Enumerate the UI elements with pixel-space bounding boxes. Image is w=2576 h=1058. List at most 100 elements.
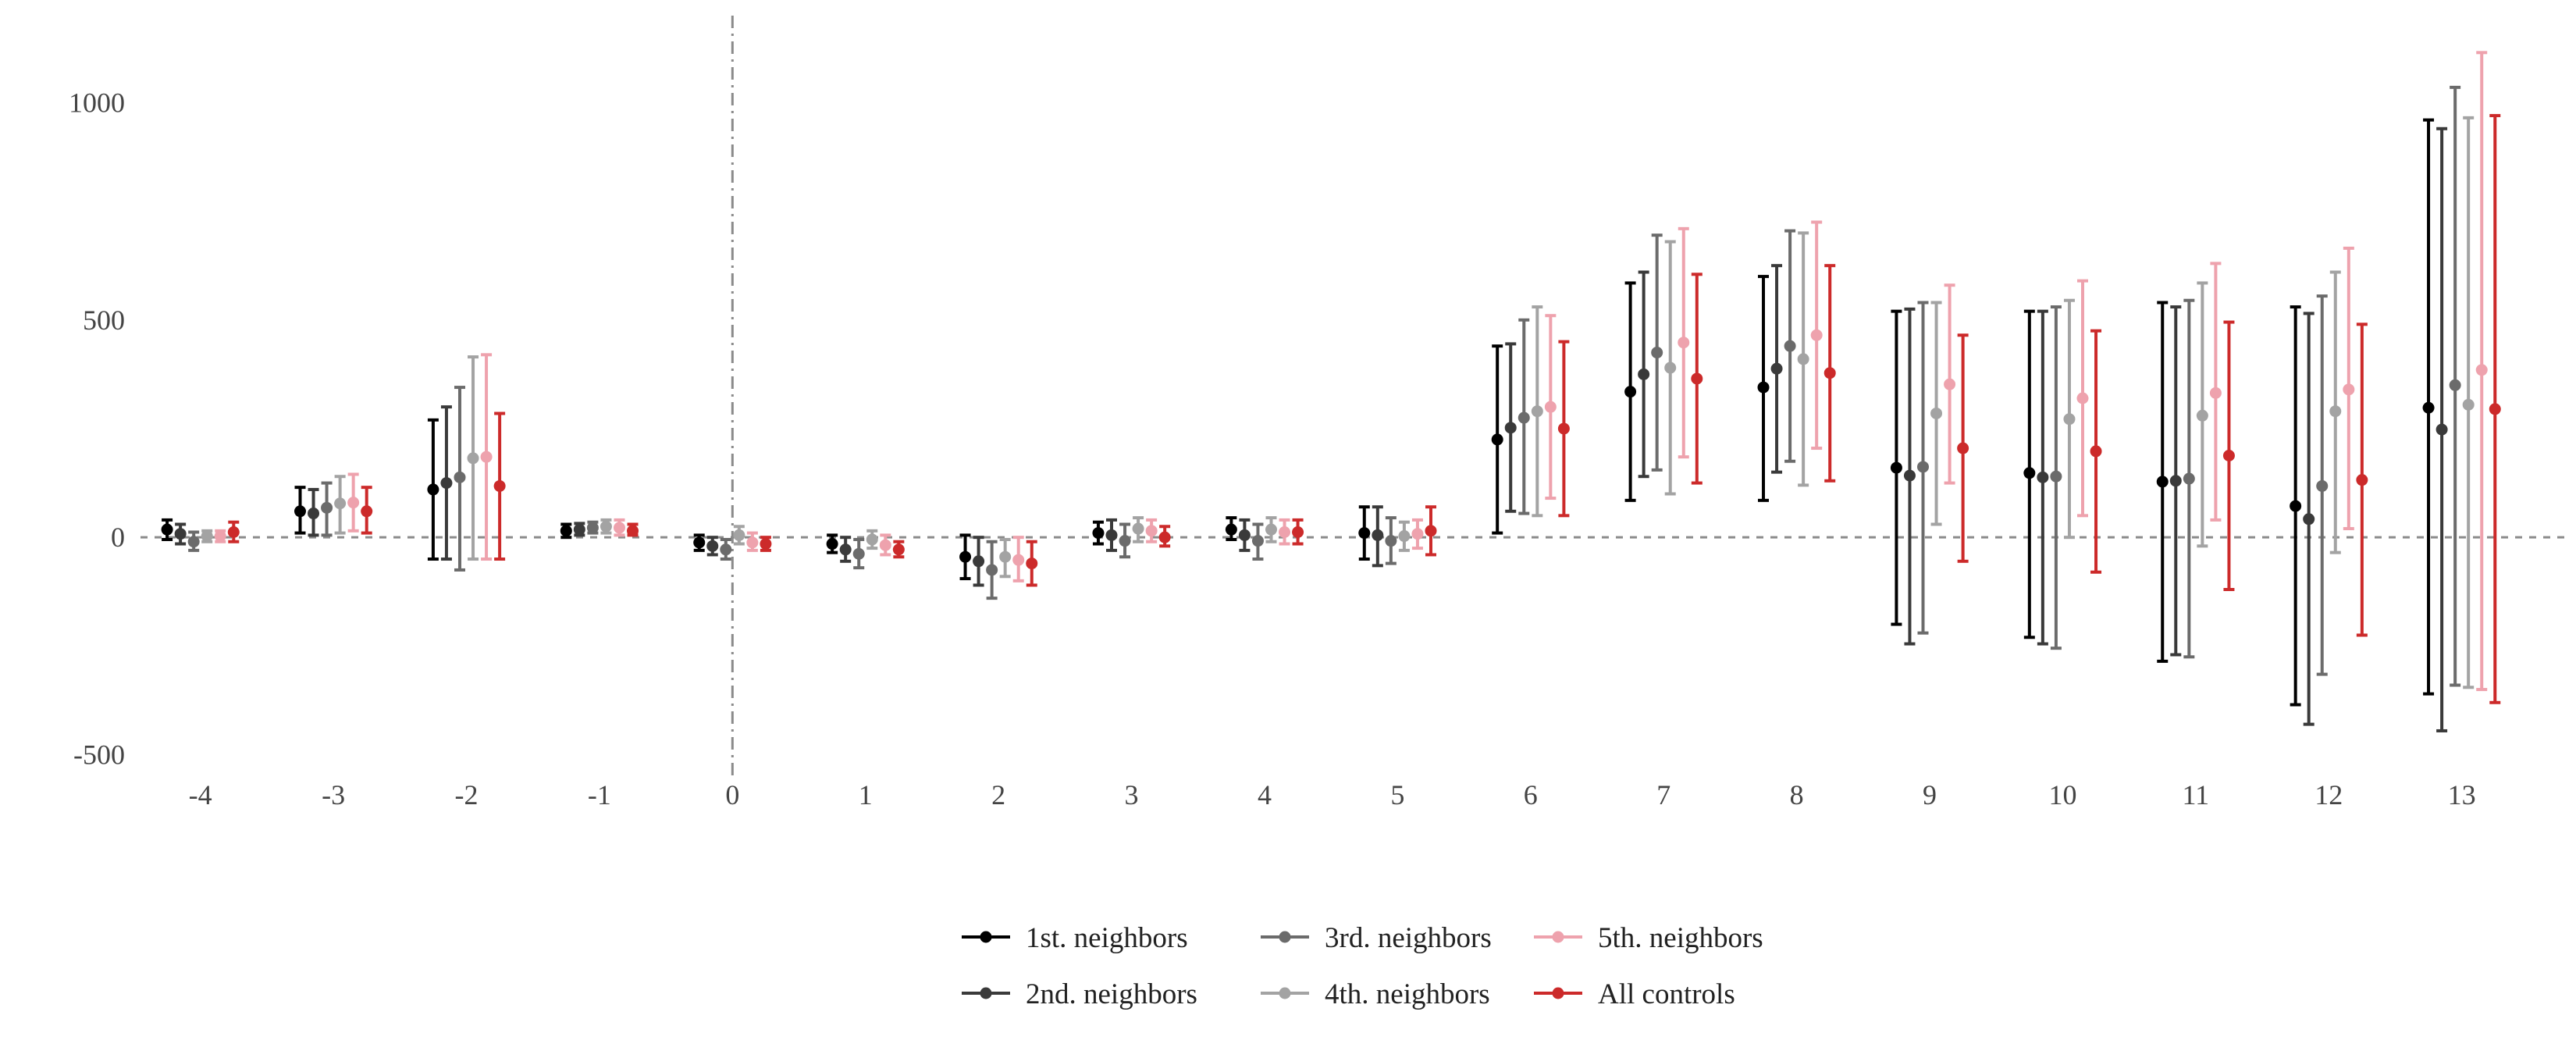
y-tick-label: -500 [73,739,125,771]
point-estimate [1225,523,1237,536]
legend: 1st. neighbors 2nd. neighbors 3rd. neighbo… [962,922,1763,1010]
point-estimate [573,523,585,536]
point-estimate [973,555,985,568]
point-estimate [1784,340,1796,352]
point-estimate [2489,403,2501,415]
point-estimate [1504,422,1517,434]
point-estimate [1145,525,1158,537]
point-estimate [2449,379,2461,391]
y-tick-label: 500 [83,305,125,336]
point-estimate [2343,383,2355,396]
series-4th-neighbors [201,116,2475,689]
point-estimate [2435,423,2448,436]
point-estimate [613,522,625,534]
point-estimate [1292,526,1304,538]
point-estimate [1132,522,1144,535]
point-estimate [986,564,998,576]
point-estimate [214,530,226,543]
point-estimate [839,543,852,556]
point-estimate [720,543,732,556]
point-estimate [1810,329,1823,341]
point-estimate [427,483,439,496]
legend-label: 2nd. neighbors [1026,978,1197,1010]
point-estimate [1358,527,1371,540]
x-tick-label: 8 [1790,779,1804,810]
x-tick-label: 5 [1390,779,1404,810]
point-estimate [2316,479,2329,492]
legend-swatch-point [1279,987,1291,999]
point-estimate [2156,476,2169,488]
point-estimate [999,550,1012,563]
point-estimate [1411,528,1424,540]
point-estimate [1026,557,1038,570]
point-estimate [2023,467,2036,479]
point-estimate [454,471,466,483]
point-estimate [1158,531,1171,543]
point-estimate [2303,513,2315,525]
x-tick-label: 10 [2048,779,2076,810]
x-tick-label: -2 [455,779,479,810]
point-estimate [2209,387,2222,399]
point-estimate [2090,445,2102,458]
point-estimate [1517,411,1530,424]
series-layer [161,51,2501,732]
series-3rd-neighbors [187,85,2461,687]
point-estimate [2183,472,2195,485]
point-estimate [866,533,878,546]
point-estimate [1092,527,1105,540]
point-estimate [2037,471,2049,483]
y-tick-label: 1000 [69,87,125,118]
point-estimate [2462,398,2475,411]
point-estimate [1678,337,1690,349]
point-estimate [627,525,639,537]
legend-item: 3rd. neighbors [1261,922,1492,954]
x-tick-label: 7 [1656,779,1670,810]
x-tick-label: 13 [2448,779,2476,810]
point-estimate [1823,367,1836,379]
point-estimate [1557,422,1570,435]
x-tick-label: -3 [322,779,345,810]
legend-label: 1st. neighbors [1026,922,1188,954]
legend-item: All controls [1534,978,1735,1010]
x-tick-label: 3 [1125,779,1139,810]
y-tick-label: 0 [111,522,125,553]
point-estimate [294,505,306,518]
point-estimate [1491,433,1503,446]
point-estimate [892,543,905,556]
point-estimate [2076,392,2089,404]
point-estimate [201,530,213,543]
x-axis-ticks: -4 -3 -2 -1 0 1 2 3 4 5 6 7 8 9 10 11 12 13 [189,779,2476,810]
x-tick-label: 11 [2183,779,2210,810]
legend-label: All controls [1598,978,1735,1010]
point-estimate [1890,461,1902,474]
point-estimate [1425,525,1437,537]
x-tick-label: 4 [1258,779,1272,810]
legend-label: 3rd. neighbors [1325,922,1492,954]
point-estimate [334,497,347,510]
point-estimate [733,529,745,541]
point-estimate [227,526,240,538]
point-estimate [1638,368,1650,380]
point-estimate [826,538,838,550]
point-estimate [1398,530,1411,543]
point-estimate [1105,529,1118,541]
x-tick-label: 9 [1923,779,1937,810]
x-tick-label: 0 [725,779,739,810]
series-all-controls [227,114,2501,704]
point-estimate [2422,401,2435,414]
series-1st-neighbors [161,118,2435,707]
point-estimate [560,525,572,537]
point-estimate [493,479,506,492]
point-estimate [174,528,187,540]
point-estimate [959,550,972,563]
point-estimate [586,522,599,534]
point-estimate [1664,362,1677,374]
point-estimate [347,497,360,509]
point-estimate [1944,378,1956,390]
point-estimate [467,452,479,465]
point-estimate [2329,405,2342,418]
point-estimate [1691,372,1703,385]
series-2nd-neighbors [174,126,2448,732]
